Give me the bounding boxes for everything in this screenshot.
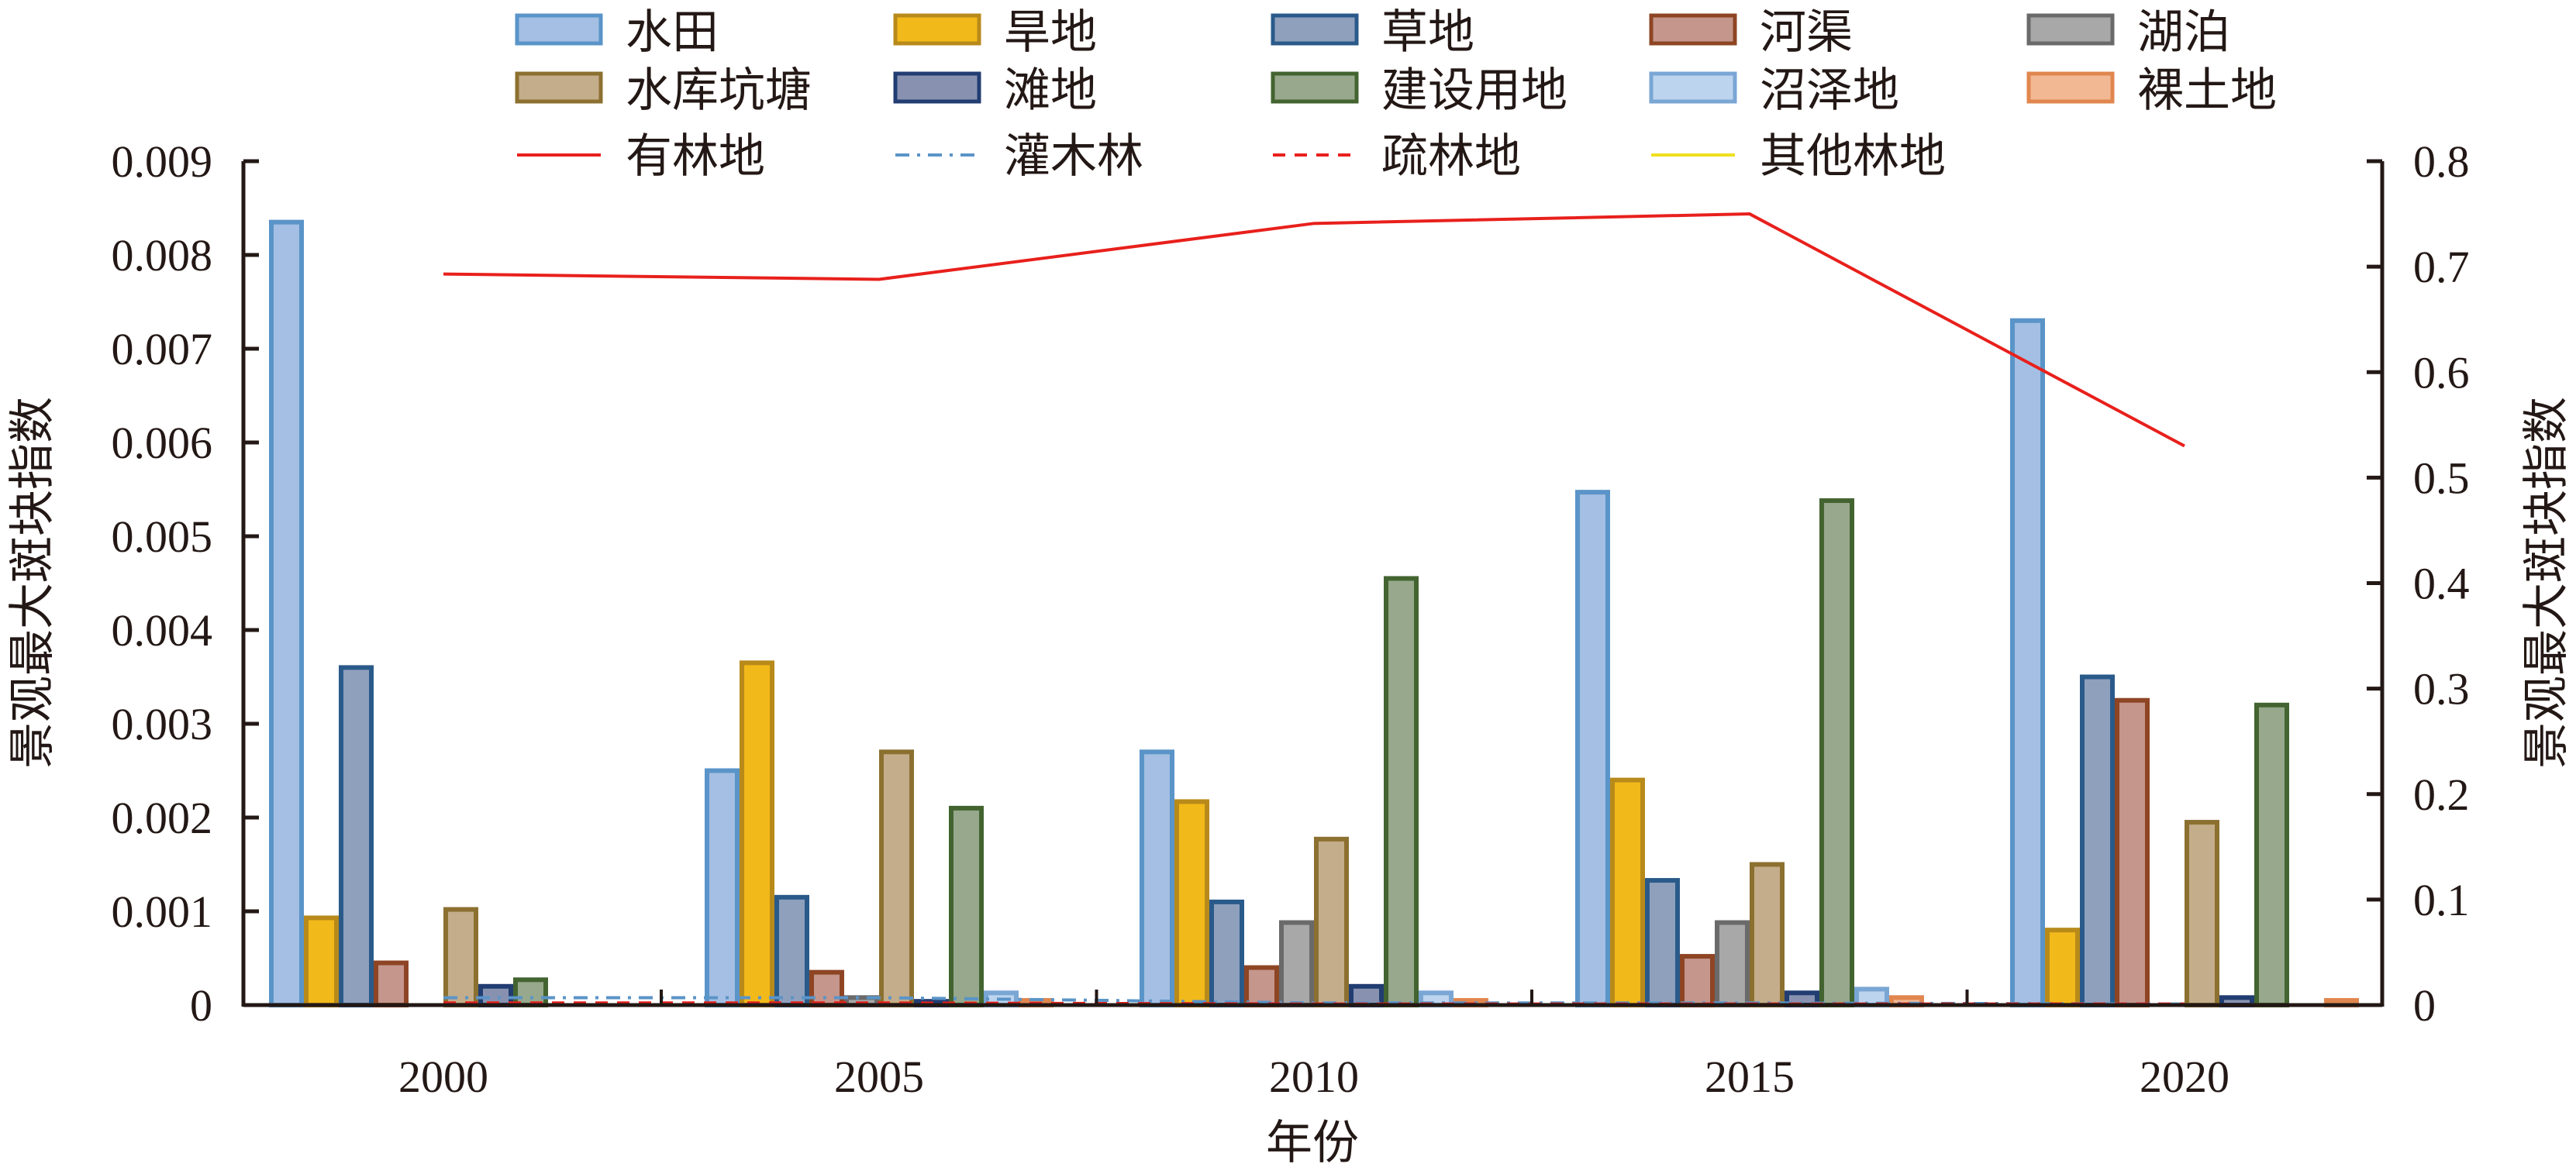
axes: 0 0.001 0.002 0.003 0.004 0.005 0.006 0.007 0.00… xyxy=(112,136,2470,1102)
legend-label-4: 湖泊 xyxy=(2137,5,2230,60)
bar-2010-1 xyxy=(1174,799,1209,1008)
y-tick-label: 0.003 xyxy=(112,699,213,749)
y-tick-label: 0.006 xyxy=(112,418,213,468)
x-tick-label: 2005 xyxy=(834,1052,924,1102)
bars xyxy=(269,219,2359,1008)
bar-2015-3 xyxy=(1680,954,1715,1007)
legend-swatch-6 xyxy=(893,71,981,104)
y-tick-label: 0.007 xyxy=(112,324,213,374)
bar-2000-7 xyxy=(513,977,548,1007)
bar-2015-7 xyxy=(1819,498,1854,1007)
bar-2005-7 xyxy=(949,805,984,1008)
legend-swatch-9 xyxy=(2026,71,2115,104)
legend-label-11: 灌木林 xyxy=(1004,129,1143,184)
bar-2020-2 xyxy=(2080,674,2115,1007)
bar-2010-5 xyxy=(1314,836,1349,1007)
bar-2000-3 xyxy=(374,960,409,1008)
bar-2010-7 xyxy=(1384,576,1419,1007)
legend-swatch-8 xyxy=(1649,71,1737,104)
bar-2000-2 xyxy=(339,665,374,1008)
legend-label-9: 裸土地 xyxy=(2137,64,2277,118)
bar-2010-3 xyxy=(1244,965,1279,1007)
bar-2020-1 xyxy=(2045,928,2080,1007)
y2-tick-label: 0.5 xyxy=(2413,453,2470,503)
bar-2020-7 xyxy=(2254,702,2289,1007)
y-tick-label: 0.001 xyxy=(112,887,213,937)
bar-2010-2 xyxy=(1209,899,1244,1008)
bar-2010-0 xyxy=(1140,749,1174,1007)
legend-swatch-7 xyxy=(1271,71,1359,104)
legend-label-2: 草地 xyxy=(1381,5,1474,60)
y-axis-label: 景观最大斑块指数 xyxy=(5,397,60,769)
legend-label-5: 水库坑塘 xyxy=(626,64,812,118)
y-tick-label: 0 xyxy=(190,980,212,1031)
x-axis-label: 年份 xyxy=(1266,1116,1359,1170)
bar-2000-0 xyxy=(269,219,304,1007)
y2-tick-label: 0.8 xyxy=(2413,136,2470,187)
bar-2010-4 xyxy=(1279,920,1314,1008)
y-tick-label: 0.008 xyxy=(112,230,213,281)
legend-swatch-5 xyxy=(515,71,603,104)
x-tick-label: 2010 xyxy=(1269,1052,1359,1102)
y2-tick-label: 0.1 xyxy=(2413,875,2470,925)
y2-tick-label: 0.4 xyxy=(2413,559,2470,609)
legend-swatch-2 xyxy=(1271,13,1359,46)
legend-swatch-3 xyxy=(1649,13,1737,46)
bar-2015-1 xyxy=(1610,777,1645,1007)
legend-label-13: 其他林地 xyxy=(1760,129,1946,184)
legend-label-3: 河渠 xyxy=(1760,5,1853,60)
legend-label-8: 沼泽地 xyxy=(1760,64,1899,118)
x-tick-label: 2020 xyxy=(2140,1052,2229,1102)
bar-2015-5 xyxy=(1750,862,1785,1007)
bar-2005-2 xyxy=(774,894,809,1007)
bar-2000-1 xyxy=(304,915,339,1007)
y2-tick-label: 0 xyxy=(2413,980,2436,1031)
bar-2005-0 xyxy=(705,768,740,1007)
legend-swatch-4 xyxy=(2026,13,2115,46)
legend-label-1: 旱地 xyxy=(1004,5,1097,60)
x-tick-label: 2000 xyxy=(398,1052,488,1102)
y2-tick-label: 0.3 xyxy=(2413,664,2470,714)
y-tick-label: 0.009 xyxy=(112,136,213,187)
y2-tick-label: 0.2 xyxy=(2413,769,2470,820)
bar-2020-3 xyxy=(2115,697,2150,1007)
legend-label-12: 疏林地 xyxy=(1381,129,1521,184)
y2-axis-label: 景观最大斑块指数 xyxy=(2519,397,2574,769)
bar-2005-3 xyxy=(809,969,844,1008)
bar-2000-5 xyxy=(443,907,478,1007)
legend-swatch-0 xyxy=(515,13,603,46)
legend-label-6: 滩地 xyxy=(1004,64,1097,118)
legend-label-10: 有林地 xyxy=(626,129,765,184)
bar-2015-0 xyxy=(1575,490,1610,1007)
bar-2015-2 xyxy=(1645,878,1680,1007)
bar-2020-5 xyxy=(2185,820,2219,1008)
line-series-0 xyxy=(443,212,2185,448)
bar-2005-5 xyxy=(879,749,914,1007)
bar-2005-1 xyxy=(740,660,774,1007)
legend-label-7: 建设用地 xyxy=(1381,64,1567,118)
bar-2020-0 xyxy=(2010,318,2045,1007)
bar-2015-4 xyxy=(1715,920,1750,1008)
y2-tick-label: 0.6 xyxy=(2413,347,2470,398)
legend-swatch-1 xyxy=(893,13,981,46)
legend-label-0: 水田 xyxy=(626,5,719,60)
x-tick-label: 2015 xyxy=(1705,1052,1795,1102)
y-tick-label: 0.002 xyxy=(112,793,213,843)
y-tick-label: 0.005 xyxy=(112,511,213,562)
y2-tick-label: 0.7 xyxy=(2413,242,2470,292)
y-tick-label: 0.004 xyxy=(112,605,213,656)
